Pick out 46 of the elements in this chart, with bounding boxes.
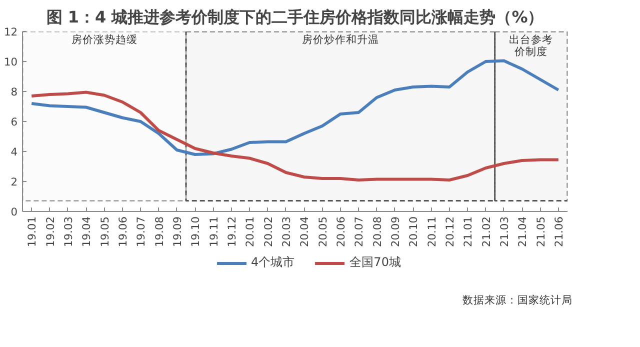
x-tick-label: 20.10 [407,216,420,248]
x-tick-label: 20.02 [262,216,275,248]
source-note: 数据来源：国家统计局 [462,294,572,306]
x-tick-label: 19.02 [44,216,57,248]
y-tick-label: 10 [4,56,18,68]
x-tick-label: 19.11 [207,216,220,248]
x-tick-label: 19.05 [98,216,112,248]
x-tick-label: 21.04 [516,216,530,248]
x-tick-label: 20.09 [388,216,402,248]
line-series [30,90,560,182]
x-tick-label: 20.06 [334,216,348,248]
x-tick-label: 19.01 [26,216,39,248]
y-tick-label: 6 [10,116,18,128]
band-label: 房价涨势趋缓 [71,33,138,46]
y-tick-label: 12 [4,26,18,38]
x-tick-label: 20.01 [244,216,257,248]
x-tick-label: 19.06 [116,216,130,248]
x-tick-label: 19.08 [152,216,166,248]
y-tick-label: 8 [10,86,18,98]
x-tick-label: 20.07 [352,216,366,248]
chart-title: 图 1：4 城推进参考价制度下的二手住房价格指数同比涨幅走势（%） [46,8,544,26]
x-tick-label: 19.09 [170,216,184,248]
x-tick-label: 21.01 [462,216,475,248]
y-tick-label: 0 [10,206,18,218]
x-tick-label: 20.05 [316,216,330,248]
y-tick-label: 4 [10,146,18,158]
x-tick-label: 19.07 [134,216,148,248]
x-tick-label: 20.08 [370,216,384,248]
x-tick-label: 20.04 [298,216,312,248]
x-tick-label: 21.03 [498,216,511,248]
y-tick-label: 2 [10,176,18,188]
legend-label: 全国70城 [350,254,401,271]
x-tick-label: 21.06 [552,216,566,248]
x-tick-label: 19.03 [62,216,75,248]
band-label: 房价炒作和升温 [302,33,379,46]
x-tick-label: 20.11 [425,216,438,248]
x-tick-label: 20.12 [443,216,456,248]
legend-label: 4个城市 [251,254,295,271]
x-tick-label: 19.12 [225,216,238,248]
x-tick-label: 21.02 [480,216,493,248]
x-tick-label: 21.05 [534,216,548,248]
line-series [30,59,560,156]
x-tick-label: 19.10 [189,216,202,248]
band-label: 出台参考价制度 [509,33,554,58]
x-tick-label: 19.04 [80,216,94,248]
x-tick-label: 20.03 [280,216,293,248]
